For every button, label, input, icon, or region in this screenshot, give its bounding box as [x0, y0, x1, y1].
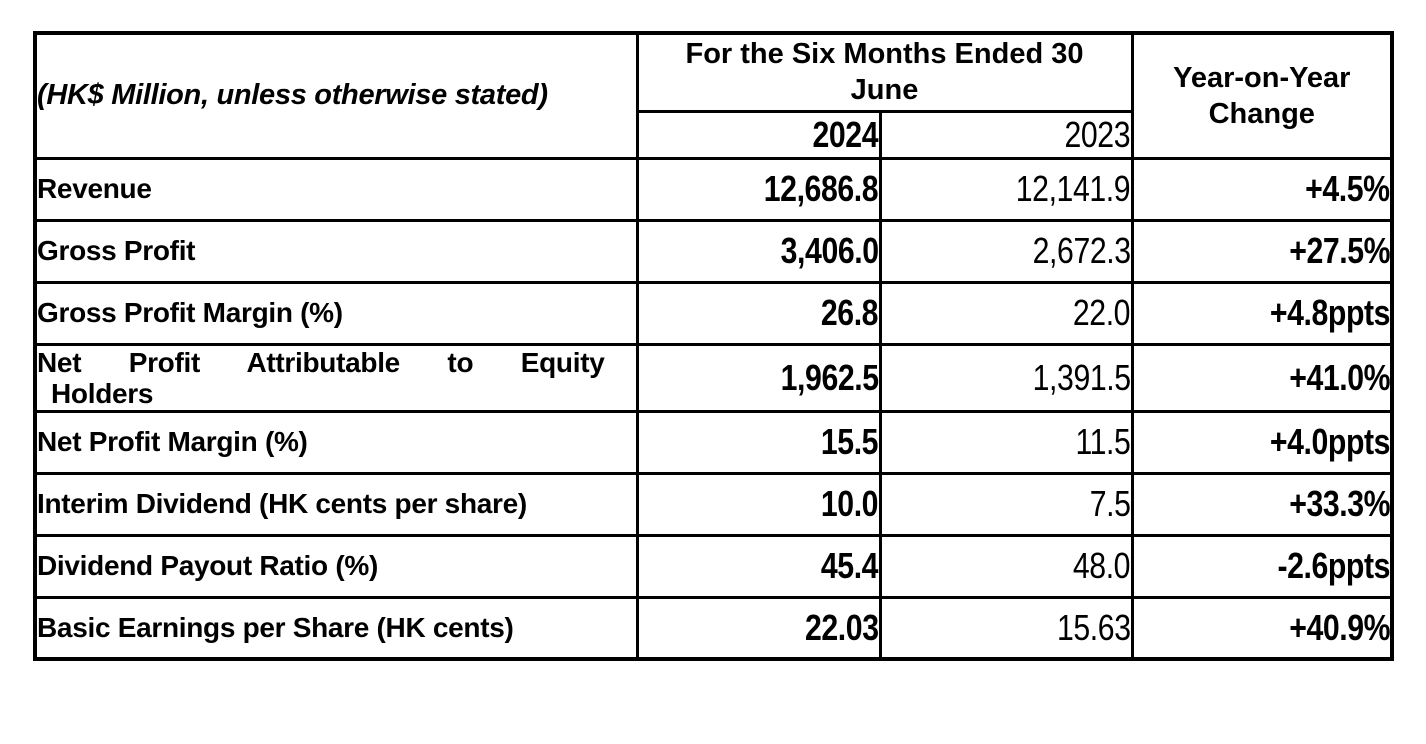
row-label: Interim Dividend (HK cents per share)	[33, 471, 639, 537]
value-change: +4.5%	[1130, 156, 1394, 222]
value-2023: 12,141.9	[878, 156, 1134, 222]
value-2024: 10.0	[635, 471, 882, 537]
table-row-dividend-payout: Dividend Payout Ratio (%) 45.4 48.0 -2.6…	[33, 533, 1394, 599]
change-header-cell: Year-on-Year Change	[1130, 31, 1394, 160]
value-2024: 45.4	[635, 533, 882, 599]
value-2023: 1,391.5	[878, 342, 1134, 413]
row-label: Net Profit Margin (%)	[33, 409, 639, 475]
value-2024: 26.8	[635, 280, 882, 346]
unit-note-cell: (HK$ Million, unless otherwise stated)	[33, 31, 639, 160]
value-2023: 22.0	[878, 280, 1134, 346]
value-2023: 15.63	[878, 595, 1134, 661]
table-row-interim-dividend: Interim Dividend (HK cents per share) 10…	[33, 471, 1394, 537]
table-row-net-profit-margin: Net Profit Margin (%) 15.5 11.5 +4.0ppts	[33, 409, 1394, 475]
row-label-line2: Holders	[51, 377, 154, 409]
value-change: -2.6ppts	[1130, 533, 1394, 599]
table-row-gross-profit: Gross Profit 3,406.0 2,672.3 +27.5%	[33, 218, 1394, 284]
year-2024-header: 2024	[635, 109, 882, 160]
table-row-gross-profit-margin: Gross Profit Margin (%) 26.8 22.0 +4.8pp…	[33, 280, 1394, 346]
value-2024: 3,406.0	[635, 218, 882, 284]
table-row-net-profit: Net Profit Attributable to Equity Holder…	[33, 342, 1394, 413]
value-change: +33.3%	[1130, 471, 1394, 537]
row-label-line1: Net Profit Attributable to Equity	[37, 346, 605, 378]
value-2024: 22.03	[635, 595, 882, 661]
period-header-cell: For the Six Months Ended 30 June	[635, 31, 1134, 113]
value-change: +41.0%	[1130, 342, 1394, 413]
financial-highlights-table: (HK$ Million, unless otherwise stated) F…	[33, 31, 1394, 661]
year-2023-label: 2023	[1064, 113, 1131, 155]
row-label: Net Profit Attributable to Equity Holder…	[33, 342, 639, 413]
value-2023: 2,672.3	[878, 218, 1134, 284]
period-header-text: For the Six Months Ended 30 June	[685, 38, 1084, 107]
year-2023-header: 2023	[878, 109, 1134, 160]
row-label: Gross Profit Margin (%)	[33, 280, 639, 346]
value-2023: 7.5	[878, 471, 1134, 537]
value-2023: 11.5	[878, 409, 1134, 475]
value-2024: 1,962.5	[635, 342, 882, 413]
table-row-revenue: Revenue 12,686.8 12,141.9 +4.5%	[33, 156, 1394, 222]
value-2024: 12,686.8	[635, 156, 882, 222]
value-change: +27.5%	[1130, 218, 1394, 284]
row-label: Gross Profit	[33, 218, 639, 284]
value-2023: 48.0	[878, 533, 1134, 599]
row-label: Dividend Payout Ratio (%)	[33, 533, 639, 599]
value-change: +40.9%	[1130, 595, 1394, 661]
value-change: +4.8ppts	[1130, 280, 1394, 346]
value-2024: 15.5	[635, 409, 882, 475]
header-row-period: (HK$ Million, unless otherwise stated) F…	[33, 31, 1394, 160]
year-2024-label: 2024	[812, 113, 879, 155]
table-row-basic-eps: Basic Earnings per Share (HK cents) 22.0…	[33, 595, 1394, 661]
row-label: Revenue	[33, 156, 639, 222]
change-header-text: Year-on-Year Change	[1173, 61, 1351, 130]
unit-note-text: (HK$ Million, unless otherwise stated)	[37, 79, 548, 112]
value-change: +4.0ppts	[1130, 409, 1394, 475]
header-row-years: 2024 2023	[35, 109, 1392, 160]
row-label: Basic Earnings per Share (HK cents)	[33, 595, 639, 661]
